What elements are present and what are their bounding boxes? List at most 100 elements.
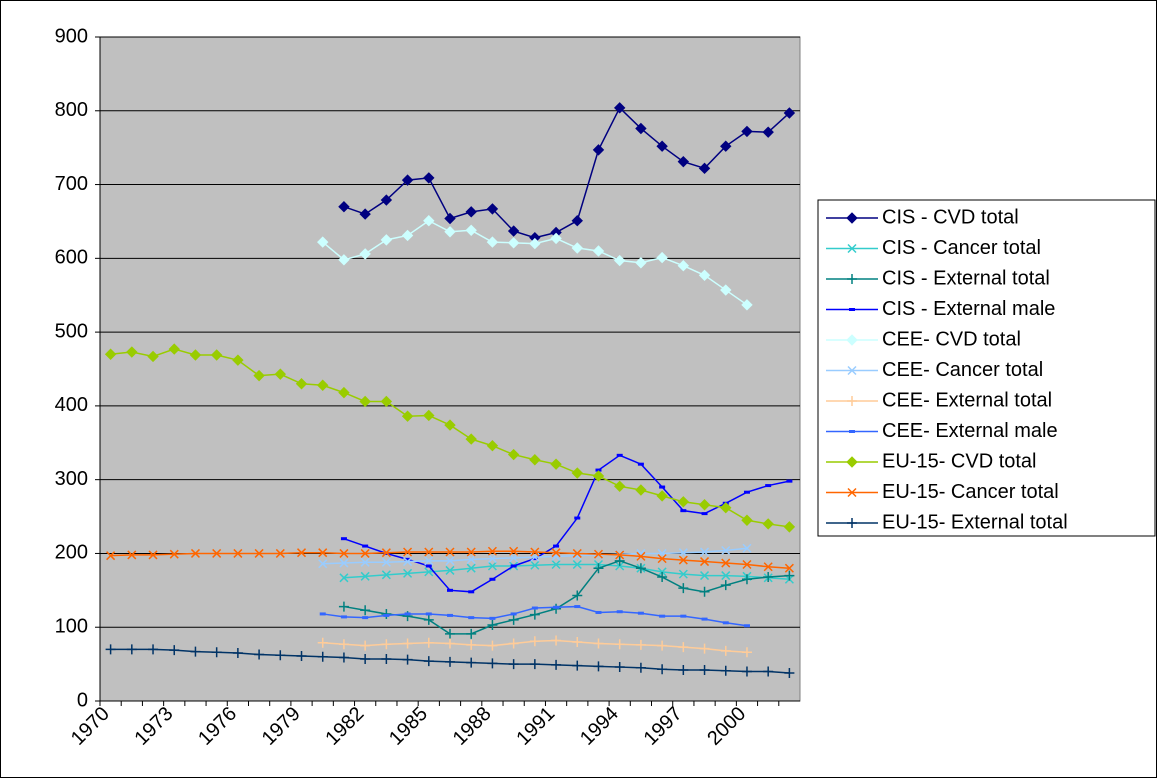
data-point — [553, 544, 560, 548]
data-point — [317, 236, 329, 248]
data-point — [657, 567, 667, 577]
data-point — [742, 543, 752, 553]
data-point — [701, 512, 708, 516]
data-point — [126, 644, 137, 655]
data-point — [551, 551, 561, 561]
data-point — [359, 208, 371, 220]
data-point — [784, 563, 794, 573]
y-tick-label: 300 — [55, 468, 88, 490]
data-point — [741, 299, 753, 311]
data-point — [762, 126, 774, 138]
data-point — [402, 638, 413, 649]
data-point — [529, 609, 540, 620]
data-point — [401, 410, 414, 422]
legend-label: CIS - External male — [882, 298, 1055, 320]
data-point — [401, 174, 414, 186]
data-point — [720, 501, 732, 514]
data-point — [423, 214, 435, 227]
data-point — [784, 570, 795, 581]
legend-label: EU-15- CVD total — [882, 450, 1037, 472]
legend-marker — [849, 308, 855, 311]
data-point — [468, 590, 475, 594]
data-point — [765, 484, 772, 488]
legend-label: CEE- CVD total — [882, 328, 1021, 350]
data-point — [423, 409, 435, 422]
data-point — [168, 343, 180, 355]
data-point — [720, 645, 731, 656]
data-point — [721, 545, 731, 556]
data-point — [615, 550, 625, 560]
data-point — [486, 236, 499, 248]
data-point — [595, 610, 602, 614]
data-point — [254, 649, 265, 660]
data-point — [700, 571, 710, 581]
series-line — [343, 560, 790, 635]
data-point — [741, 574, 752, 585]
data-point — [722, 621, 729, 625]
y-tick-label: 0 — [77, 689, 88, 711]
data-point — [338, 639, 349, 650]
data-point — [487, 658, 498, 669]
data-point — [148, 550, 158, 560]
data-point — [616, 453, 623, 457]
data-point — [445, 556, 455, 566]
data-point — [510, 564, 517, 568]
data-point — [425, 564, 432, 568]
y-tick-label: 400 — [55, 394, 88, 416]
data-point — [700, 547, 710, 557]
legend-label: CEE- Cancer total — [882, 359, 1043, 381]
data-point — [698, 499, 711, 511]
data-point — [572, 548, 582, 558]
data-point — [762, 518, 774, 530]
data-point — [487, 554, 497, 564]
data-point — [720, 284, 732, 296]
legend-marker — [847, 274, 857, 284]
data-point — [720, 665, 731, 676]
data-point — [359, 395, 371, 408]
data-point — [212, 548, 222, 558]
data-point — [507, 225, 520, 237]
data-point — [529, 237, 541, 250]
data-point — [508, 659, 519, 670]
plot-area — [99, 36, 801, 702]
data-point — [507, 448, 520, 461]
data-point — [613, 254, 626, 267]
data-point — [678, 569, 688, 579]
legend — [817, 199, 1156, 537]
data-point — [677, 155, 690, 168]
data-point — [720, 580, 731, 591]
data-point — [106, 551, 116, 561]
data-point — [338, 601, 349, 612]
data-point — [592, 245, 605, 257]
y-tick-label: 900 — [55, 25, 88, 47]
data-point — [317, 379, 329, 391]
data-point — [508, 614, 519, 625]
data-point — [403, 547, 413, 557]
data-point — [487, 561, 497, 571]
data-point — [678, 555, 688, 565]
y-tick-label: 500 — [55, 320, 88, 342]
data-point — [423, 614, 434, 625]
data-point — [509, 546, 519, 556]
data-point — [360, 557, 370, 567]
data-point — [381, 653, 392, 664]
data-point — [487, 546, 497, 556]
data-point — [677, 496, 690, 508]
data-point — [656, 251, 668, 264]
data-point — [699, 665, 710, 676]
data-point — [572, 559, 582, 570]
data-point — [636, 551, 646, 561]
data-point — [529, 636, 540, 647]
data-point — [613, 102, 626, 114]
data-point — [466, 628, 477, 639]
legend-label: CEE- External total — [882, 389, 1052, 411]
data-point — [489, 616, 496, 620]
data-point — [445, 565, 455, 575]
data-point — [637, 611, 644, 615]
data-point — [741, 647, 752, 658]
data-point — [529, 454, 541, 466]
data-point — [445, 656, 455, 667]
data-point — [678, 642, 689, 653]
data-point — [360, 605, 371, 616]
data-point — [784, 667, 795, 678]
